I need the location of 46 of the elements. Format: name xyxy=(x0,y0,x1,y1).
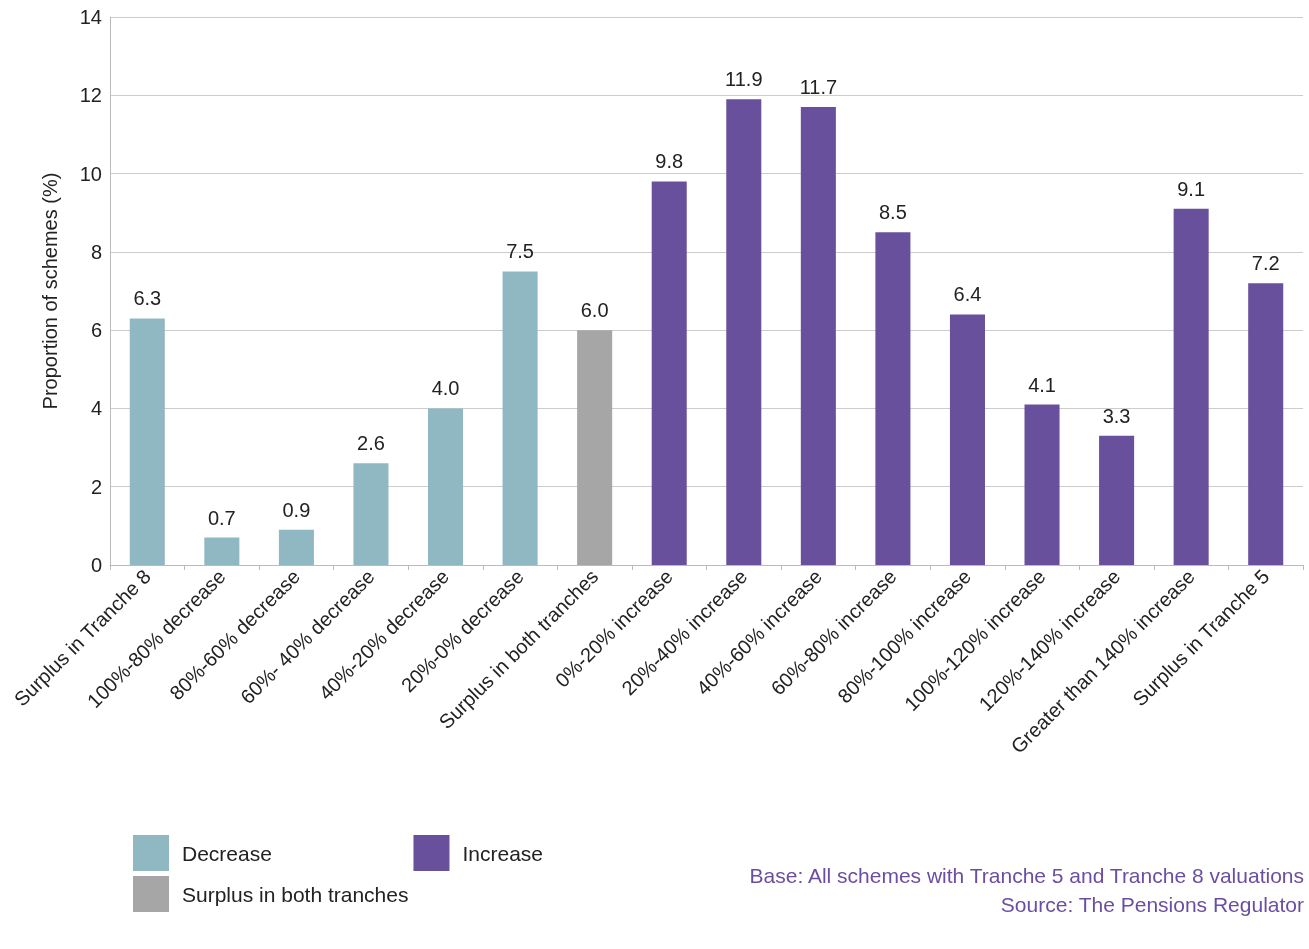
source-note: Source: The Pensions Regulator xyxy=(1000,893,1304,916)
y-tick-label: 0 xyxy=(90,554,102,576)
bar xyxy=(353,463,389,565)
y-tick-label: 14 xyxy=(79,6,102,28)
bar xyxy=(800,107,836,565)
data-label: 4.1 xyxy=(1028,373,1056,396)
bar xyxy=(1024,404,1060,565)
bar xyxy=(502,271,538,565)
legend-label: Surplus in both tranches xyxy=(182,882,409,906)
legend-label: Decrease xyxy=(182,841,272,865)
data-label: 6.3 xyxy=(133,287,162,310)
bar xyxy=(577,330,613,565)
data-label: 7.2 xyxy=(1251,252,1280,275)
bar xyxy=(726,99,762,565)
data-label: 9.1 xyxy=(1177,177,1206,200)
y-tick-label: 12 xyxy=(79,84,102,107)
y-tick-label: 2 xyxy=(90,475,102,498)
y-tick-label: 4 xyxy=(90,397,102,420)
bar xyxy=(129,318,165,565)
data-label: 4.0 xyxy=(431,377,460,400)
y-axis-title: Proportion of schemes (%) xyxy=(39,172,61,410)
legend-label: Increase xyxy=(462,841,544,865)
data-label: 0.7 xyxy=(207,506,236,529)
data-label: 2.6 xyxy=(357,432,385,455)
bar xyxy=(651,181,687,565)
data-label: 6.4 xyxy=(953,283,982,306)
y-tick-label: 8 xyxy=(90,240,102,263)
data-label: 8.5 xyxy=(879,201,907,224)
data-label: 11.9 xyxy=(725,68,763,91)
bar xyxy=(875,232,911,565)
data-label: 6.0 xyxy=(580,299,609,322)
bar xyxy=(204,537,240,565)
y-tick-label: 10 xyxy=(79,162,102,185)
y-tick-label: 6 xyxy=(90,319,102,342)
data-label: 9.8 xyxy=(655,150,684,173)
data-label: 0.9 xyxy=(282,498,311,521)
bar xyxy=(1099,435,1135,565)
data-label: 7.5 xyxy=(506,240,534,263)
bar xyxy=(1173,208,1209,565)
bar xyxy=(278,529,314,565)
bar xyxy=(1248,283,1284,565)
bar xyxy=(428,408,464,565)
bar xyxy=(949,314,985,565)
data-label: 11.7 xyxy=(799,76,838,99)
text: Base: All schemes with Tranche 5 and Tranche 8 valuations xyxy=(749,864,1304,887)
data-label: 3.3 xyxy=(1102,404,1131,427)
